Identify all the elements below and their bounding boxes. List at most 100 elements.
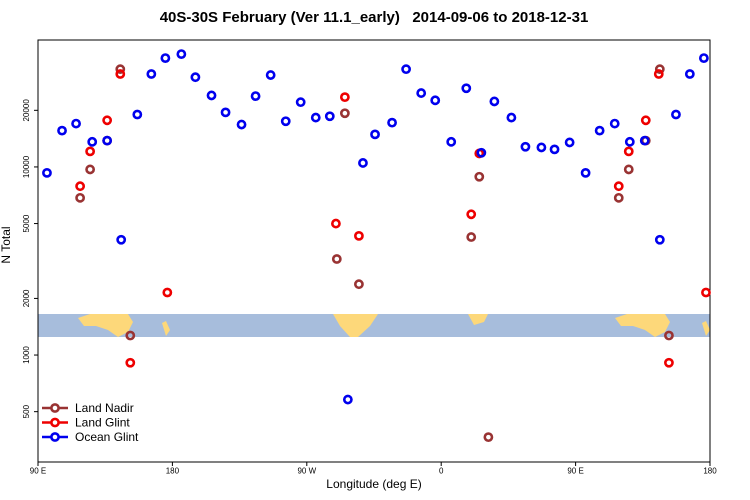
point <box>654 234 665 245</box>
point <box>654 64 665 75</box>
point <box>358 158 368 168</box>
point <box>664 330 674 341</box>
point <box>640 115 651 126</box>
point <box>75 192 86 203</box>
point <box>310 112 321 123</box>
point <box>265 70 276 80</box>
point <box>132 109 143 120</box>
x-axis-label: Longitude (deg E) <box>326 477 421 491</box>
point <box>206 90 217 101</box>
legend-marker <box>50 432 60 442</box>
point <box>115 64 126 75</box>
point <box>176 49 187 60</box>
point <box>354 230 364 241</box>
point <box>476 147 487 158</box>
point <box>664 357 674 368</box>
point <box>146 69 157 79</box>
point <box>125 330 136 341</box>
legend-marker <box>50 417 60 428</box>
point <box>613 181 624 192</box>
point <box>71 118 81 129</box>
point <box>698 53 709 63</box>
land <box>615 314 670 337</box>
x-tick-label: 90 W <box>297 467 316 476</box>
x-tick-label: 90 E <box>567 467 583 476</box>
land <box>702 321 710 336</box>
x-tick-label: 180 <box>703 467 717 476</box>
point <box>474 171 485 182</box>
point <box>430 95 441 106</box>
point <box>87 136 98 147</box>
point <box>466 209 477 220</box>
point <box>401 64 412 75</box>
point <box>536 142 547 153</box>
point <box>57 125 67 136</box>
land <box>78 314 133 337</box>
point <box>75 181 86 192</box>
point <box>190 72 201 83</box>
point <box>639 135 650 146</box>
point <box>295 97 306 108</box>
point <box>339 92 350 103</box>
chart-title: 40S-30S February (Ver 11.1_early) 2014-0… <box>160 9 589 26</box>
point <box>125 357 136 368</box>
y-axis-label: N Total <box>0 226 13 263</box>
point <box>624 136 635 147</box>
x-tick-label: 90 E <box>30 467 46 476</box>
y-tick-label: 1000 <box>22 346 31 364</box>
point <box>609 118 620 129</box>
point <box>549 144 560 155</box>
point <box>580 167 591 178</box>
point <box>250 91 261 102</box>
point <box>160 53 171 63</box>
point <box>370 129 380 140</box>
x-tick-label: 180 <box>166 467 180 476</box>
point <box>594 125 605 136</box>
y-tick-label: 2000 <box>22 289 31 307</box>
legend-label: Land Glint <box>75 416 130 430</box>
point <box>446 136 457 147</box>
land <box>333 314 378 337</box>
land <box>162 321 170 336</box>
point <box>220 107 231 118</box>
y-tick-label: 5000 <box>22 214 31 232</box>
map-strip <box>38 314 710 337</box>
point <box>85 164 96 175</box>
point <box>489 96 500 107</box>
point <box>520 141 531 152</box>
x-tick-label: 0 <box>439 467 444 476</box>
point <box>387 117 397 128</box>
point <box>102 135 113 146</box>
point <box>613 192 624 203</box>
point <box>416 88 427 98</box>
point <box>623 146 634 157</box>
point <box>331 254 342 264</box>
point <box>339 108 350 119</box>
point <box>461 83 472 94</box>
point <box>653 69 664 79</box>
point <box>280 116 291 127</box>
plot-frame <box>37 39 711 463</box>
point <box>564 137 575 148</box>
point <box>701 287 711 298</box>
point <box>684 69 695 79</box>
point <box>331 218 341 229</box>
legend-label: Land Nadir <box>75 401 134 415</box>
point <box>115 69 126 79</box>
point <box>324 111 335 122</box>
point <box>236 119 247 130</box>
point <box>85 146 96 157</box>
point <box>102 115 113 126</box>
point <box>671 109 681 120</box>
legend-label: Ocean Glint <box>75 430 139 444</box>
point <box>466 232 477 242</box>
legend-marker <box>50 403 60 413</box>
point <box>162 287 173 298</box>
y-tick-label: 10000 <box>22 155 31 178</box>
point <box>342 394 353 405</box>
point <box>42 167 52 178</box>
point <box>116 234 127 245</box>
point <box>506 112 517 123</box>
point <box>354 279 364 290</box>
